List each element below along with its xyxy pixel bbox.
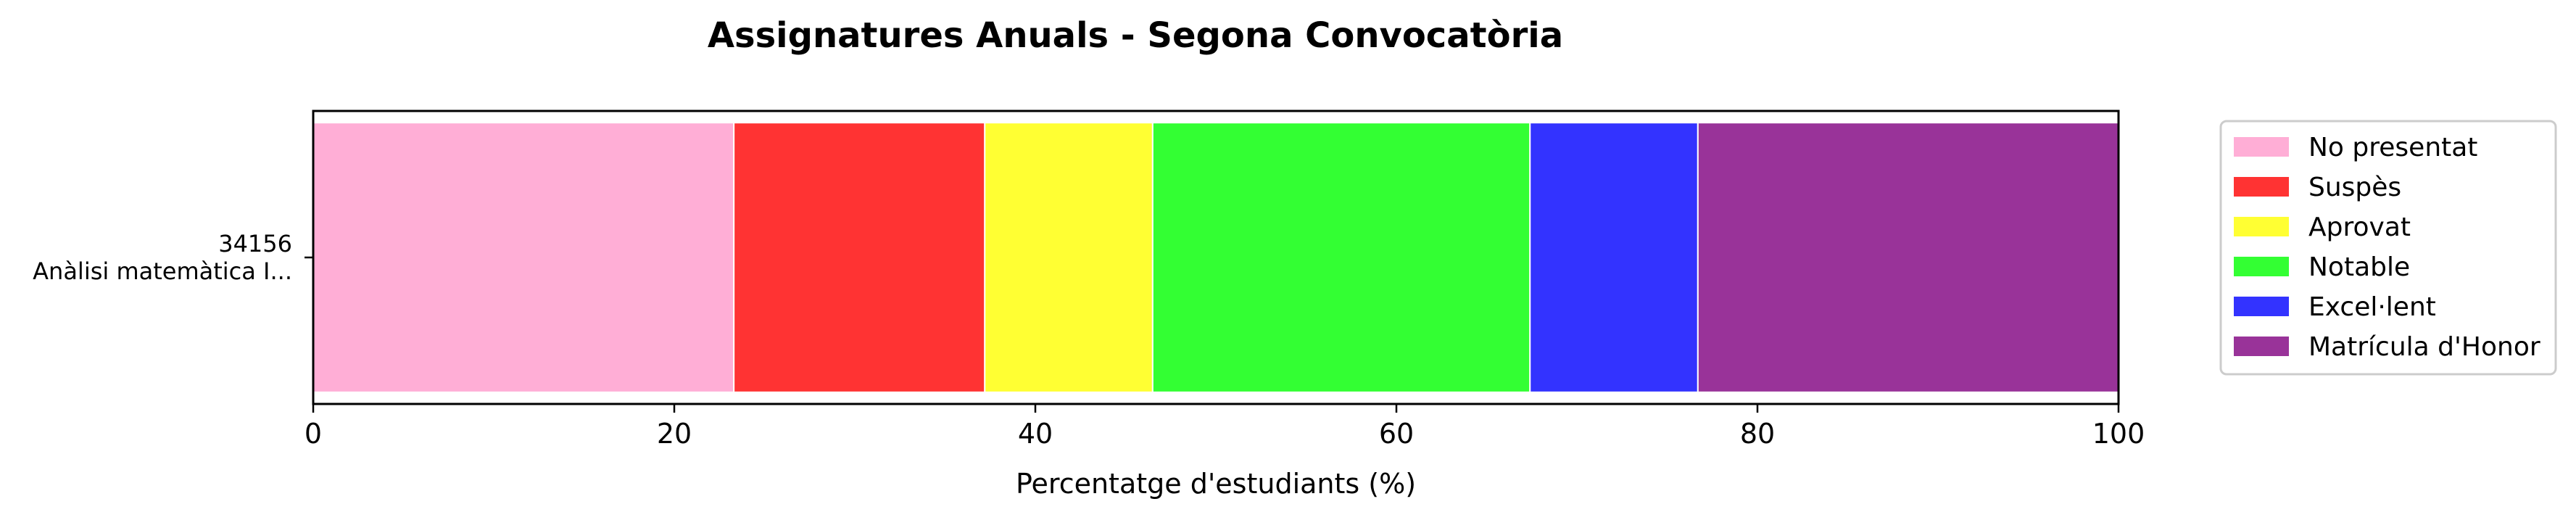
x-tick-label: 60 [1379,418,1414,450]
legend-swatch [2234,337,2289,356]
x-tick-label: 100 [2092,418,2145,450]
legend-swatch [2234,297,2289,316]
bar-segment-susp-s [733,122,986,393]
legend-swatch [2234,137,2289,157]
bar-segment-excel-lent [1529,122,1699,393]
bar-segment-aprovat [984,122,1154,393]
legend-label: No presentat [2308,133,2477,162]
x-tick-label: 80 [1740,418,1775,450]
x-tick-label: 0 [305,418,322,450]
y-tick-label-name: Anàlisi matemàtica I... [33,257,292,285]
bar-segments [312,122,2120,393]
legend-swatch [2234,257,2289,276]
legend-label: Notable [2308,252,2410,282]
legend-swatch [2234,177,2289,197]
legend-label: Matrícula d'Honor [2308,332,2540,362]
bar-segment-no-presentat [312,122,735,393]
legend-label: Suspès [2308,173,2401,202]
x-axis: 0 20 40 60 80 100 [305,404,2145,450]
legend: No presentat Suspès Aprovat Notable Excel·le… [2219,120,2557,376]
x-axis-label: Percentatge d'estudiants (%) [1016,468,1416,500]
legend-swatch [2234,217,2289,236]
x-tick-label: 40 [1018,418,1053,450]
legend-label: Aprovat [2308,212,2411,242]
legend-box [2219,120,2557,376]
y-tick-label-code: 34156 [218,230,292,257]
legend-label: Excel·lent [2308,292,2436,322]
chart-title: Assignatures Anuals - Segona Convocatòri… [708,15,1563,56]
bar-segment-notable [1151,122,1531,393]
bar-segment-matr-cula-d-honor [1697,122,2120,393]
x-tick-label: 20 [657,418,692,450]
